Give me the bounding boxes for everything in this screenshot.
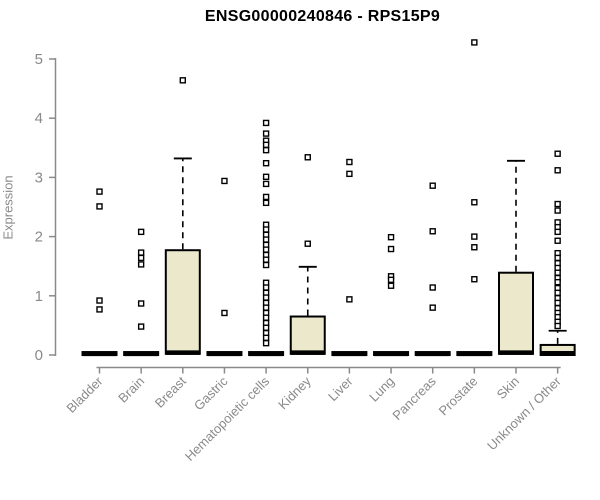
y-tick-label: 0 (35, 347, 43, 364)
x-category-label-bladder: Bladder (63, 373, 106, 416)
outlier-point-brain (137, 254, 145, 262)
x-category-label-brain: Brain (115, 374, 147, 406)
outlier-point-prostate (471, 39, 478, 46)
outlier-point-unknown-other (554, 167, 561, 174)
outlier-point-unknown-other (554, 289, 561, 297)
x-category-label-breast: Breast (152, 373, 189, 410)
outlier-point-unknown-other (554, 207, 561, 214)
outlier-point-lung (387, 276, 395, 284)
outlier-point-kidney (304, 240, 311, 247)
x-category-label-gastric: Gastric (191, 373, 231, 413)
x-category-label-pancreas: Pancreas (389, 373, 439, 423)
outlier-point-lung (387, 282, 395, 289)
outlier-point-bladder (96, 306, 103, 313)
outlier-point-hematopoietic-cells (262, 294, 270, 301)
outlier-point-hematopoietic-cells (262, 236, 270, 243)
outlier-point-hematopoietic-cells (262, 304, 270, 311)
y-tick-label: 4 (35, 110, 43, 127)
x-category-label-lung: Lung (366, 374, 397, 405)
y-axis-title: Expression (0, 175, 16, 240)
box-kidney (289, 315, 326, 355)
outlier-point-hematopoietic-cells (262, 119, 270, 127)
outlier-point-hematopoietic-cells (262, 193, 270, 201)
outlier-point-unknown-other (554, 254, 561, 262)
outlier-point-hematopoietic-cells (262, 180, 270, 188)
outlier-point-prostate (471, 244, 478, 251)
outlier-point-hematopoietic-cells (262, 146, 270, 154)
outlier-point-unknown-other (554, 200, 561, 208)
outlier-point-hematopoietic-cells (262, 199, 270, 207)
x-category-label-unknown-other: Unknown / Other (484, 373, 564, 453)
outlier-point-gastric (221, 309, 228, 317)
outlier-point-hematopoietic-cells (262, 284, 270, 291)
outlier-point-lung (387, 245, 395, 253)
outlier-point-liver (346, 158, 353, 166)
box-breast (164, 249, 201, 355)
x-category-label-prostate: Prostate (436, 374, 481, 419)
outlier-point-lung (387, 233, 395, 241)
outlier-point-liver (346, 296, 353, 303)
box-skin (498, 271, 534, 355)
outlier-point-brain (137, 323, 145, 330)
outlier-point-pancreas (429, 182, 436, 189)
y-tick-label: 3 (35, 169, 43, 186)
outlier-point-pancreas (429, 228, 436, 235)
outlier-point-hematopoietic-cells (262, 261, 270, 269)
y-tick-label: 1 (35, 288, 43, 305)
outlier-point-hematopoietic-cells (262, 256, 270, 263)
x-category-label-skin: Skin (494, 374, 522, 402)
outlier-point-bladder (96, 203, 103, 210)
outlier-point-brain (137, 300, 145, 307)
outlier-point-hematopoietic-cells (262, 324, 270, 331)
outlier-point-hematopoietic-cells (262, 130, 270, 137)
x-category-label-liver: Liver (325, 373, 356, 404)
outlier-point-prostate (471, 276, 478, 283)
outlier-point-bladder (96, 297, 103, 304)
outlier-point-liver (346, 170, 353, 178)
outlier-point-unknown-other (554, 278, 561, 286)
y-tick-label: 5 (35, 51, 43, 68)
outlier-point-prostate (471, 233, 478, 240)
outlier-point-unknown-other (554, 150, 561, 157)
chart-title: ENSG00000240846 - RPS15P9 (204, 8, 441, 25)
outlier-point-breast (179, 77, 187, 84)
outlier-point-unknown-other (554, 228, 561, 236)
x-category-label-kidney: Kidney (275, 373, 314, 412)
outlier-point-hematopoietic-cells (262, 314, 270, 321)
outlier-point-unknown-other (554, 237, 561, 244)
outlier-point-brain (137, 228, 145, 236)
outlier-point-pancreas (429, 284, 436, 291)
outlier-point-pancreas (429, 304, 436, 311)
outlier-point-unknown-other (554, 322, 561, 330)
outlier-point-hematopoietic-cells (262, 339, 270, 347)
outlier-point-bladder (96, 188, 103, 195)
outlier-point-hematopoietic-cells (262, 141, 270, 149)
outlier-point-hematopoietic-cells (262, 246, 270, 253)
outlier-point-prostate (471, 199, 478, 206)
y-tick-label: 2 (35, 229, 43, 246)
outlier-point-gastric (221, 177, 228, 185)
outlier-point-hematopoietic-cells (262, 334, 270, 342)
outlier-point-hematopoietic-cells (262, 159, 270, 167)
outlier-point-brain (137, 261, 145, 268)
outlier-point-kidney (304, 154, 311, 161)
outlier-point-hematopoietic-cells (262, 173, 270, 181)
outlier-point-unknown-other (554, 299, 561, 307)
outlier-point-hematopoietic-cells (262, 226, 270, 233)
outlier-point-brain (137, 249, 145, 256)
outlier-point-unknown-other (554, 269, 561, 276)
